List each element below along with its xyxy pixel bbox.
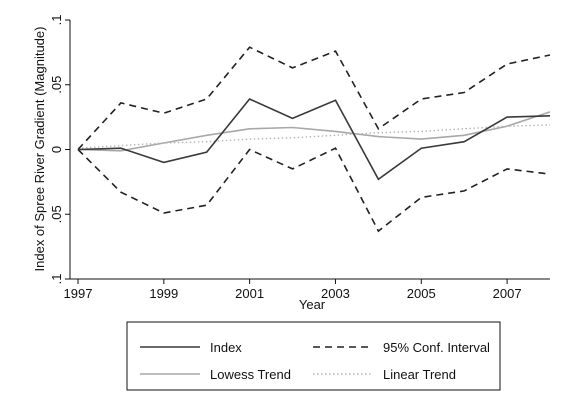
axes-layer (69, 20, 550, 280)
series-line-lowess-trend (77, 111, 551, 152)
series-line-95-conf-interval-upper (77, 46, 551, 151)
legend-label-95-conf-interval: 95% Conf. Interval (383, 340, 490, 355)
x-tick-label: 2003 (321, 286, 350, 301)
x-tick-label: 1999 (149, 286, 178, 301)
legend-box (126, 321, 501, 391)
legend-label-lowess-trend: Lowess Trend (210, 367, 291, 382)
series-line-index (77, 98, 551, 181)
x-tick-label: 2005 (407, 286, 436, 301)
x-tick-label: 1997 (64, 286, 93, 301)
y-tick-label: .05 (49, 205, 64, 223)
y-tick-label: .05 (49, 76, 64, 94)
series-line-ci-lower (77, 147, 551, 233)
series-line-linear-trend (77, 124, 551, 149)
legend: Index 95% Conf. Interval Lowess Trend Linea… (126, 321, 501, 391)
y-tick-label: .1 (49, 15, 64, 26)
legend-label-linear-trend: Linear Trend (383, 367, 456, 382)
ticks-layer: 1997 1999 2001 2003 2005 2007 .1 .05 0 .05 .1 (49, 15, 522, 301)
legend-label-index: Index (210, 340, 242, 355)
y-axis-title: Index of Spree River Gradient (Magnitude… (32, 27, 47, 272)
x-axis-title: Year (299, 297, 326, 312)
x-tick-label: 2007 (493, 286, 522, 301)
series-layer (77, 46, 551, 233)
y-tick-label: .1 (49, 274, 64, 285)
x-tick-label: 2001 (235, 286, 264, 301)
y-tick-label: 0 (49, 146, 64, 153)
